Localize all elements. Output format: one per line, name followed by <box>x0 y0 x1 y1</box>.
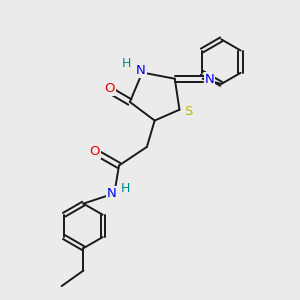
Text: N: N <box>136 64 146 76</box>
Text: N: N <box>107 187 117 200</box>
Text: O: O <box>90 145 100 158</box>
Text: H: H <box>121 182 130 195</box>
Text: H: H <box>122 57 131 70</box>
Text: S: S <box>184 105 192 118</box>
Text: O: O <box>104 82 115 95</box>
Text: N: N <box>205 73 214 86</box>
